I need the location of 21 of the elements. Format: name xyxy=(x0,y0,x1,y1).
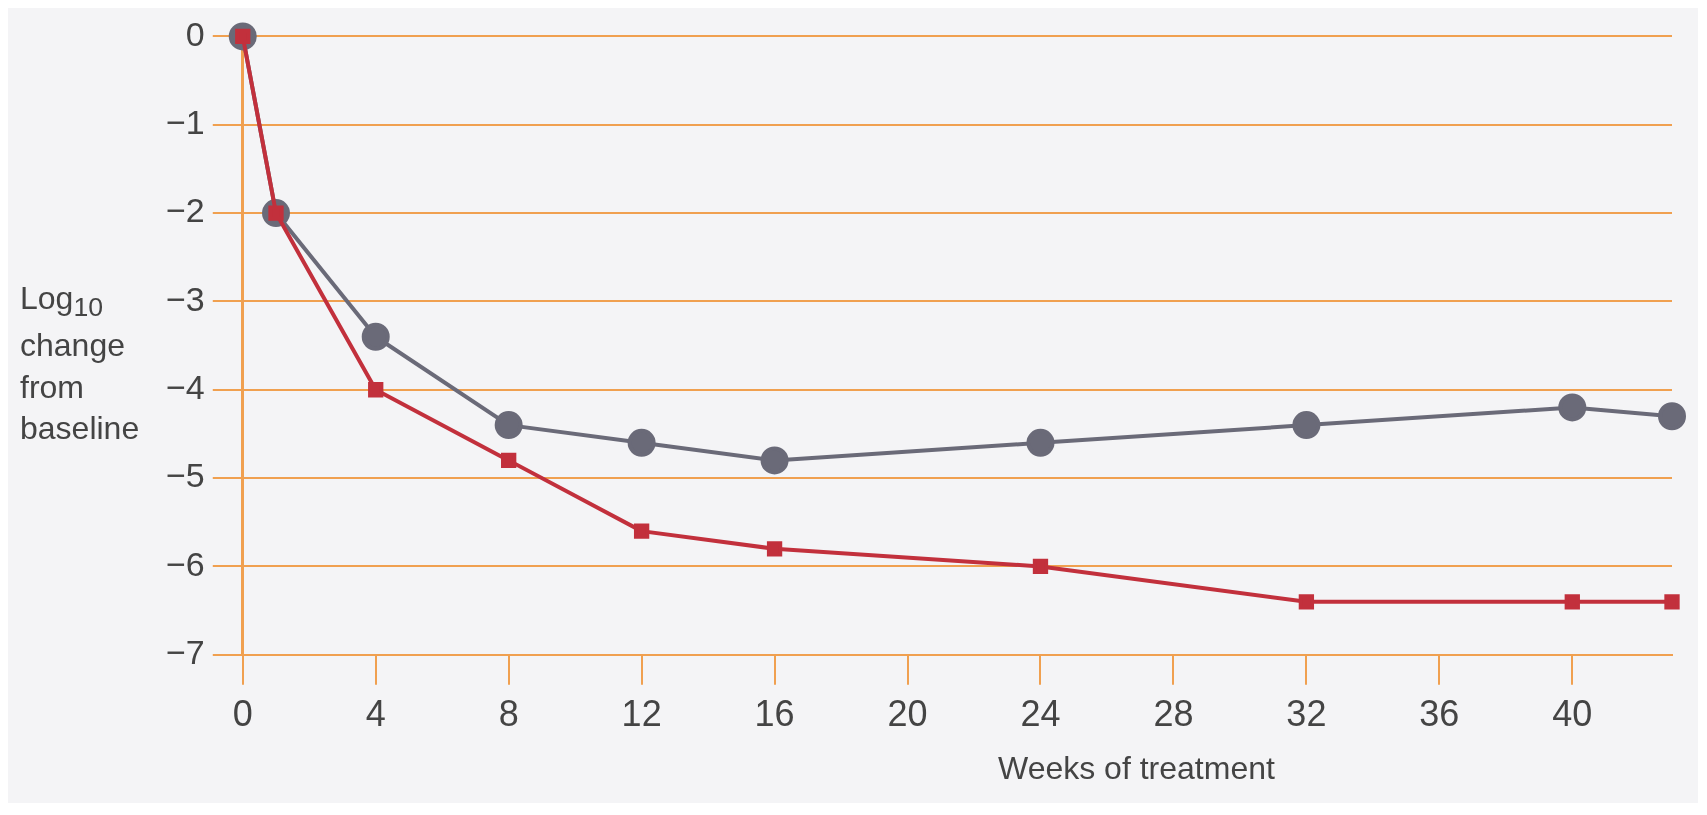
y-tick-label: −5 xyxy=(166,456,205,495)
x-tick-label: 36 xyxy=(1419,693,1460,735)
x-tick-label: 4 xyxy=(365,693,386,735)
y-tick-label: −2 xyxy=(166,191,205,230)
y-tick-label: −7 xyxy=(166,633,205,672)
x-tick-label: 20 xyxy=(887,693,928,735)
x-axis-title: Weeks of treatment xyxy=(998,750,1275,787)
x-tick-label: 16 xyxy=(754,693,795,735)
y-tick-label: −6 xyxy=(166,544,205,583)
y-tick-label: −3 xyxy=(166,279,205,318)
x-tick-label: 32 xyxy=(1286,693,1327,735)
x-tick-label: 24 xyxy=(1020,693,1061,735)
x-tick-label: 0 xyxy=(232,693,253,735)
x-tick-label: 40 xyxy=(1552,693,1593,735)
x-tick-label: 28 xyxy=(1153,693,1194,735)
y-axis-title: Log$_{10}$ change from baseline xyxy=(20,279,141,449)
y-tick-label: 0 xyxy=(185,14,205,53)
x-tick-label: 8 xyxy=(498,693,519,735)
x-tick-label: 12 xyxy=(621,693,662,735)
y-tick-label: −4 xyxy=(166,368,205,407)
y-tick-label: −1 xyxy=(166,103,205,142)
